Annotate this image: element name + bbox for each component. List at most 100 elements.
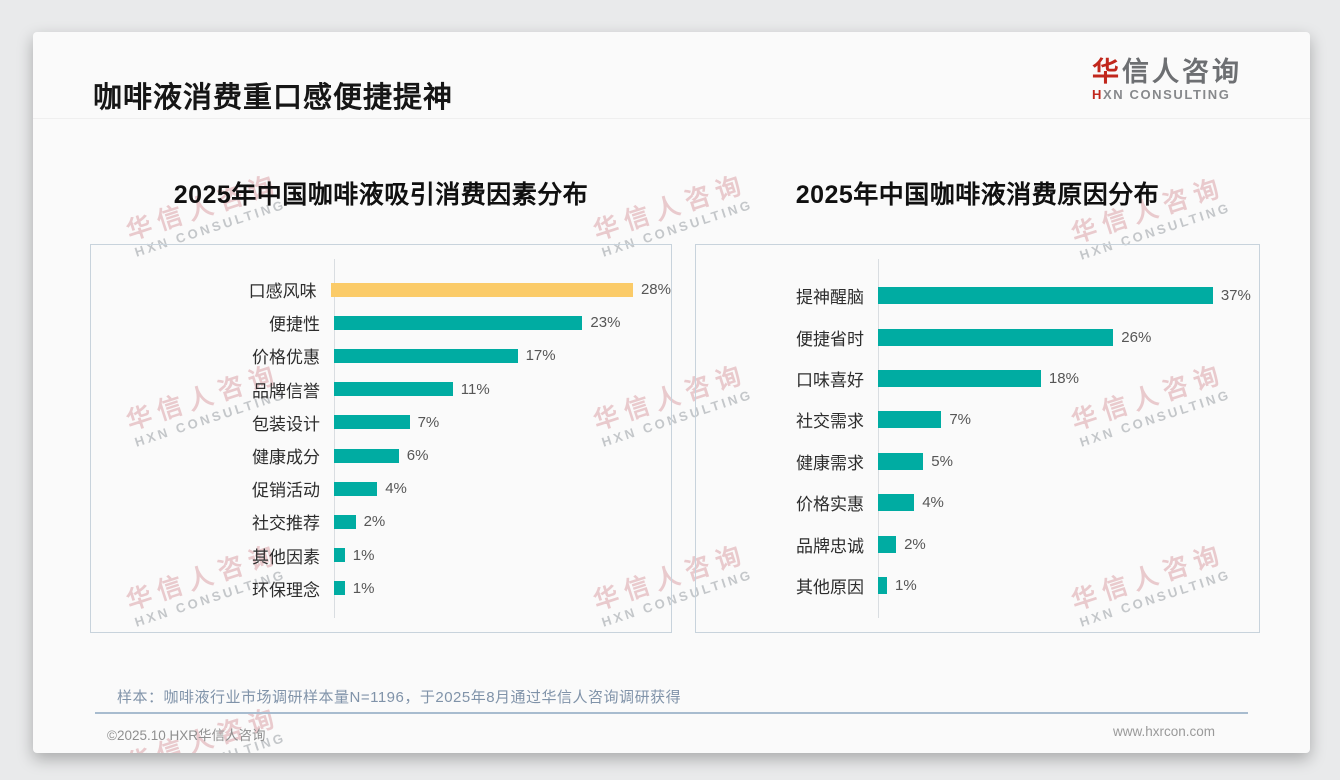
header-divider (33, 118, 1310, 119)
bar-row: 价格优惠 17% (91, 339, 671, 372)
bar (878, 535, 897, 553)
bar-value-label: 4% (922, 494, 944, 512)
bar-category-label: 其他原因 (796, 577, 864, 597)
bar-row: 环保理念 1% (91, 572, 671, 605)
logo-accent-char: 华 (1092, 57, 1122, 87)
bar (334, 448, 399, 463)
bar-row: 品牌忠诚 2% (696, 523, 1259, 564)
bar (878, 452, 924, 470)
bar (334, 382, 453, 397)
bar-row: 提神醒脑 37% (696, 275, 1259, 316)
bar-track: 4% (878, 494, 1259, 512)
bar-row: 便捷省时 26% (696, 316, 1259, 357)
website-link[interactable]: www.hxrcon.com (1112, 724, 1215, 739)
bar-track: 2% (878, 535, 1259, 553)
right-chart-axis-line (878, 259, 879, 618)
bar-track: 5% (878, 452, 1259, 470)
left-chart-bars: 口感风味 28% 便捷性 23% 价格优惠 17% 品牌信誉 11% 包装设计 7% 健康成分 6% 促… (91, 273, 671, 605)
bar (878, 328, 1114, 346)
bar-category-label: 品牌忠诚 (796, 536, 864, 556)
bar-track: 11% (334, 381, 671, 398)
bar-category-label: 环保理念 (252, 580, 320, 600)
logo-chinese-name: 华信人咨询 (1092, 57, 1242, 88)
footer-divider (95, 712, 1248, 714)
bar-category-label: 口味喜好 (796, 370, 864, 390)
bar (334, 481, 378, 496)
bar (878, 411, 942, 429)
bar-row: 口感风味 28% (91, 273, 671, 306)
bar-track: 37% (878, 287, 1259, 305)
bar-track: 1% (878, 576, 1259, 594)
copyright-text: ©2025.10 HXR华信人咨询 (107, 728, 266, 743)
bar-value-label: 37% (1220, 287, 1251, 305)
bar-category-label: 社交推荐 (252, 514, 320, 534)
bar-value-label: 18% (1048, 369, 1079, 387)
bar-value-label: 26% (1121, 328, 1152, 346)
bar-value-label: 1% (895, 576, 917, 594)
bar-value-label: 1% (352, 546, 375, 564)
bar-track: 26% (878, 328, 1259, 346)
company-logo: 华信人咨询 HXN CONSULTING (1092, 57, 1242, 103)
left-chart-title: 2025年中国咖啡液吸引消费因素分布 (173, 181, 589, 209)
sample-note: 样本：咖啡液行业市场调研样本量N=1196，于2025年8月通过华信人咨询调研获… (117, 689, 682, 706)
bar (334, 415, 410, 430)
bar-value-label: 28% (640, 281, 671, 299)
left-chart-axis-line (334, 259, 335, 618)
bar-category-label: 品牌信誉 (252, 381, 320, 401)
bar (334, 514, 356, 529)
logo-english-name: HXN CONSULTING (1092, 87, 1242, 103)
bar-row: 价格实惠 4% (696, 482, 1259, 523)
bar-value-label: 2% (363, 513, 386, 531)
bar-category-label: 便捷性 (269, 315, 320, 335)
bar-category-label: 价格实惠 (796, 495, 864, 515)
bar-value-label: 1% (352, 579, 375, 597)
bar-category-label: 包装设计 (252, 414, 320, 434)
slide-card: 华信人咨询 HXN CONSULTING 华信人咨询 HXN CONSULTING 华信… (33, 32, 1310, 753)
bar (878, 576, 888, 594)
bar-row: 其他因素 1% (91, 539, 671, 572)
bar-row: 口味喜好 18% (696, 358, 1259, 399)
bar (334, 348, 518, 363)
bar-track: 23% (334, 314, 671, 331)
bar (878, 369, 1041, 387)
bar-row: 其他原因 1% (696, 565, 1259, 606)
bar (878, 287, 1213, 305)
bar (334, 548, 345, 563)
attraction-factors-chart-panel: 口感风味 28% 便捷性 23% 价格优惠 17% 品牌信誉 11% 包装设计 7% 健康成分 6% 促… (90, 244, 672, 633)
bar-value-label: 17% (525, 347, 556, 365)
page-title: 咖啡液消费重口感便捷提神 (93, 82, 454, 114)
bar (334, 581, 345, 596)
bar-row: 促销活动 4% (91, 472, 671, 505)
right-chart-bars: 提神醒脑 37% 便捷省时 26% 口味喜好 18% 社交需求 7% 健康需求 5% 价格实惠 4% 品… (696, 275, 1259, 606)
bar-track: 7% (878, 411, 1259, 429)
bar (334, 315, 583, 330)
bar-track: 1% (334, 580, 671, 597)
bar (878, 494, 915, 512)
bar-category-label: 提神醒脑 (796, 288, 864, 308)
bar-row: 包装设计 7% (91, 406, 671, 439)
bar-value-label: 6% (406, 447, 429, 465)
bar-track: 2% (334, 513, 671, 530)
bar-category-label: 便捷省时 (796, 329, 864, 349)
bar-value-label: 7% (417, 413, 440, 431)
bar-track: 17% (334, 347, 671, 364)
bar-value-label: 11% (460, 380, 490, 398)
bar-track: 7% (334, 414, 671, 431)
bar (330, 282, 633, 297)
bar-value-label: 5% (931, 452, 953, 470)
bar-value-label: 4% (385, 480, 407, 498)
bar-category-label: 口感风味 (248, 282, 317, 302)
bar-row: 品牌信誉 11% (91, 373, 671, 406)
right-chart-title: 2025年中国咖啡液消费原因分布 (795, 181, 1160, 209)
logo-name-rest: 信人咨询 (1122, 57, 1242, 87)
bar-track: 1% (334, 547, 671, 564)
bar-row: 健康成分 6% (91, 439, 671, 472)
bar-category-label: 健康需求 (796, 453, 864, 473)
bar-track: 4% (334, 480, 671, 497)
bar-category-label: 促销活动 (252, 481, 320, 501)
bar-track: 6% (334, 447, 671, 464)
bar-row: 便捷性 23% (91, 306, 671, 339)
bar-row: 社交推荐 2% (91, 505, 671, 538)
bar-track: 28% (330, 281, 671, 299)
